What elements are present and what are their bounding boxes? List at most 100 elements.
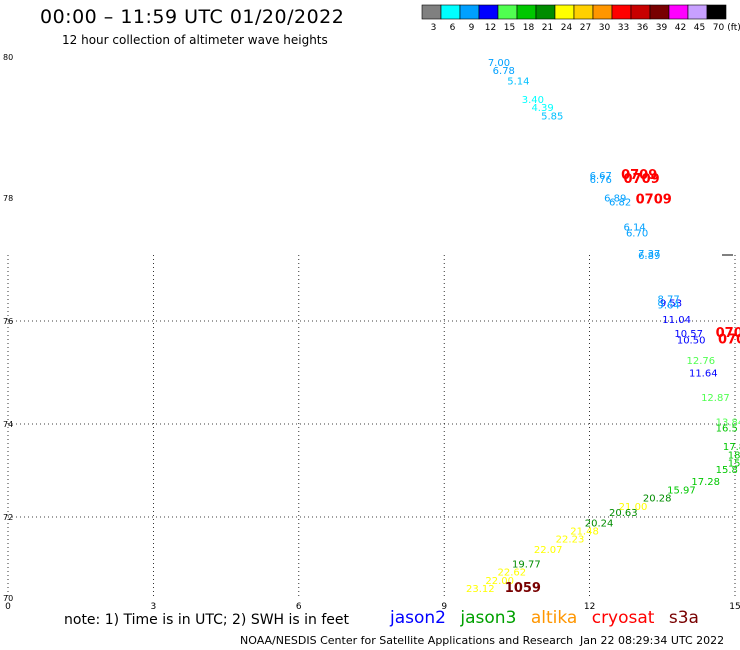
wave-height-label: 6.14 xyxy=(624,222,646,233)
x-tick-label: 9 xyxy=(441,602,447,612)
legend-tick-label: 45 xyxy=(694,23,705,33)
legend-unit-label: (ft) xyxy=(727,23,740,33)
wave-height-label: 6.82 xyxy=(609,198,631,209)
sat-label-cryosat: cryosat xyxy=(591,608,655,628)
legend-swatch xyxy=(516,4,537,20)
wave-height-label: 6.67 xyxy=(590,171,612,182)
legend-tick-label: 6 xyxy=(450,23,456,33)
sat-label-jason2: jason2 xyxy=(390,608,446,628)
x-tick-label: 6 xyxy=(296,602,302,612)
legend-swatch xyxy=(554,4,575,20)
wave-height-label: 070 xyxy=(716,326,740,341)
legend-swatch xyxy=(478,4,499,20)
legend-swatch xyxy=(497,4,518,20)
wave-height-label: 22.62 xyxy=(498,568,527,579)
x-tick-label: 15 xyxy=(729,602,740,612)
y-tick-label: 80 xyxy=(3,53,13,62)
wave-height-label: 7.00 xyxy=(488,58,510,69)
legend-swatch xyxy=(459,4,480,20)
wave-height-label: 0709 xyxy=(636,193,672,208)
x-tick-label: 3 xyxy=(151,602,157,612)
wave-height-label: 15.97 xyxy=(667,485,696,496)
wave-height-label: 5.14 xyxy=(507,76,529,87)
wave-height-label: 6.89 xyxy=(604,194,626,205)
legend-swatch xyxy=(535,4,556,20)
wave-height-label: 8.77 xyxy=(657,294,679,305)
wave-height-label: 12.87 xyxy=(701,393,730,404)
color-legend: 3 6 9 12 15 18 21 24 27 30 33 36 39 42 45 70 (ft) xyxy=(421,4,740,33)
wave-height-label: 20.63 xyxy=(609,508,638,519)
x-tick-label: 0 xyxy=(5,602,11,612)
legend-tick-label: 36 xyxy=(637,23,649,33)
wave-height-label: 22.23 xyxy=(556,535,585,546)
wave-height-label: 17.28 xyxy=(691,477,720,488)
legend-swatch xyxy=(687,4,708,20)
wave-height-label: 0709 xyxy=(621,168,657,183)
satellite-legend: jason2 jason3 altika cryosat s3a xyxy=(390,608,708,628)
legend-swatch xyxy=(649,4,670,20)
wave-height-label: 070 xyxy=(718,332,740,347)
footer-note: note: 1) Time is in UTC; 2) SWH is in fe… xyxy=(64,612,350,628)
legend-tick-label: 3 xyxy=(431,23,437,33)
generated-timestamp: Jan 22 08:29:34 UTC 2022 xyxy=(580,634,725,647)
legend-tick-label: 15 xyxy=(504,23,515,33)
legend-tick-label: 42 xyxy=(675,23,686,33)
wave-height-label: 15 xyxy=(728,459,740,470)
wave-height-label: 13.84 xyxy=(716,418,740,429)
map-title: 00:00 – 11:59 UTC 01/20/2022 xyxy=(40,6,345,28)
legend-swatch xyxy=(630,4,651,20)
wave-height-label: 11.04 xyxy=(662,315,691,326)
legend-swatch xyxy=(592,4,613,20)
legend-tick-label: 21 xyxy=(542,23,553,33)
wave-height-label: 22.00 xyxy=(485,576,514,587)
wave-height-label: 1059 xyxy=(505,581,541,596)
wave-height-label: 15.8 xyxy=(716,465,738,476)
legend-tick-label: 27 xyxy=(580,23,591,33)
wave-height-label: 17.8 xyxy=(723,442,740,453)
map-grid xyxy=(7,254,736,598)
wave-height-label: 10.50 xyxy=(677,335,706,346)
wave-height-label: 20.24 xyxy=(585,518,614,529)
legend-tick-label: 18 xyxy=(523,23,535,33)
wave-height-label: 6.89 xyxy=(638,251,660,262)
y-tick-label: 72 xyxy=(3,513,13,522)
legend-tick-label: 39 xyxy=(656,23,668,33)
wave-height-label: 21.00 xyxy=(619,502,648,513)
legend-swatch xyxy=(668,4,689,20)
wave-height-label: 6.76 xyxy=(590,175,612,186)
wave-height-label: 23.12 xyxy=(466,584,495,595)
wave-height-observations: 7.006.785.143.404.395.856.676.76 07090709… xyxy=(466,58,740,596)
wave-height-label: 5.85 xyxy=(541,111,563,122)
legend-tick-label: 30 xyxy=(599,23,611,33)
wave-height-label: 0709 xyxy=(624,172,660,187)
legend-tick-label: 12 xyxy=(485,23,496,33)
wave-height-label: 21.48 xyxy=(570,526,599,537)
wave-height-label: 19.77 xyxy=(512,559,541,570)
y-tick-label: 70 xyxy=(3,594,13,603)
y-tick-label: 74 xyxy=(3,420,13,429)
y-tick-label: 78 xyxy=(3,194,13,203)
sat-label-jason3: jason3 xyxy=(460,608,517,628)
x-tick-label: 12 xyxy=(584,602,595,612)
wave-height-label: 12.76 xyxy=(687,356,716,367)
axis-ticks: 0 3 6 9 12 15 70 72 74 76 78 80 xyxy=(3,53,740,612)
map-subtitle: 12 hour collection of altimeter wave hei… xyxy=(62,33,328,47)
legend-tick-label: 33 xyxy=(618,23,629,33)
wave-height-label: 18 xyxy=(728,450,740,461)
legend-swatch xyxy=(421,4,442,20)
legend-tick-label: 9 xyxy=(469,23,475,33)
wave-height-label: 10.57 xyxy=(674,329,703,340)
y-tick-label: 76 xyxy=(3,317,13,326)
legend-tick-label: 24 xyxy=(561,23,573,33)
wave-height-label: 16.5 xyxy=(716,424,738,435)
wave-height-label: 22.07 xyxy=(534,545,563,556)
legend-swatch xyxy=(706,4,727,20)
legend-swatch xyxy=(440,4,461,20)
legend-swatch xyxy=(573,4,594,20)
wave-height-label: 9.53 xyxy=(660,298,682,309)
wave-height-label: 9.64 xyxy=(657,300,679,311)
wave-height-label: 7.37 xyxy=(638,249,660,260)
credit-text: NOAA/NESDIS Center for Satellite Applica… xyxy=(240,634,574,647)
wave-height-label: 3.40 xyxy=(522,95,544,106)
